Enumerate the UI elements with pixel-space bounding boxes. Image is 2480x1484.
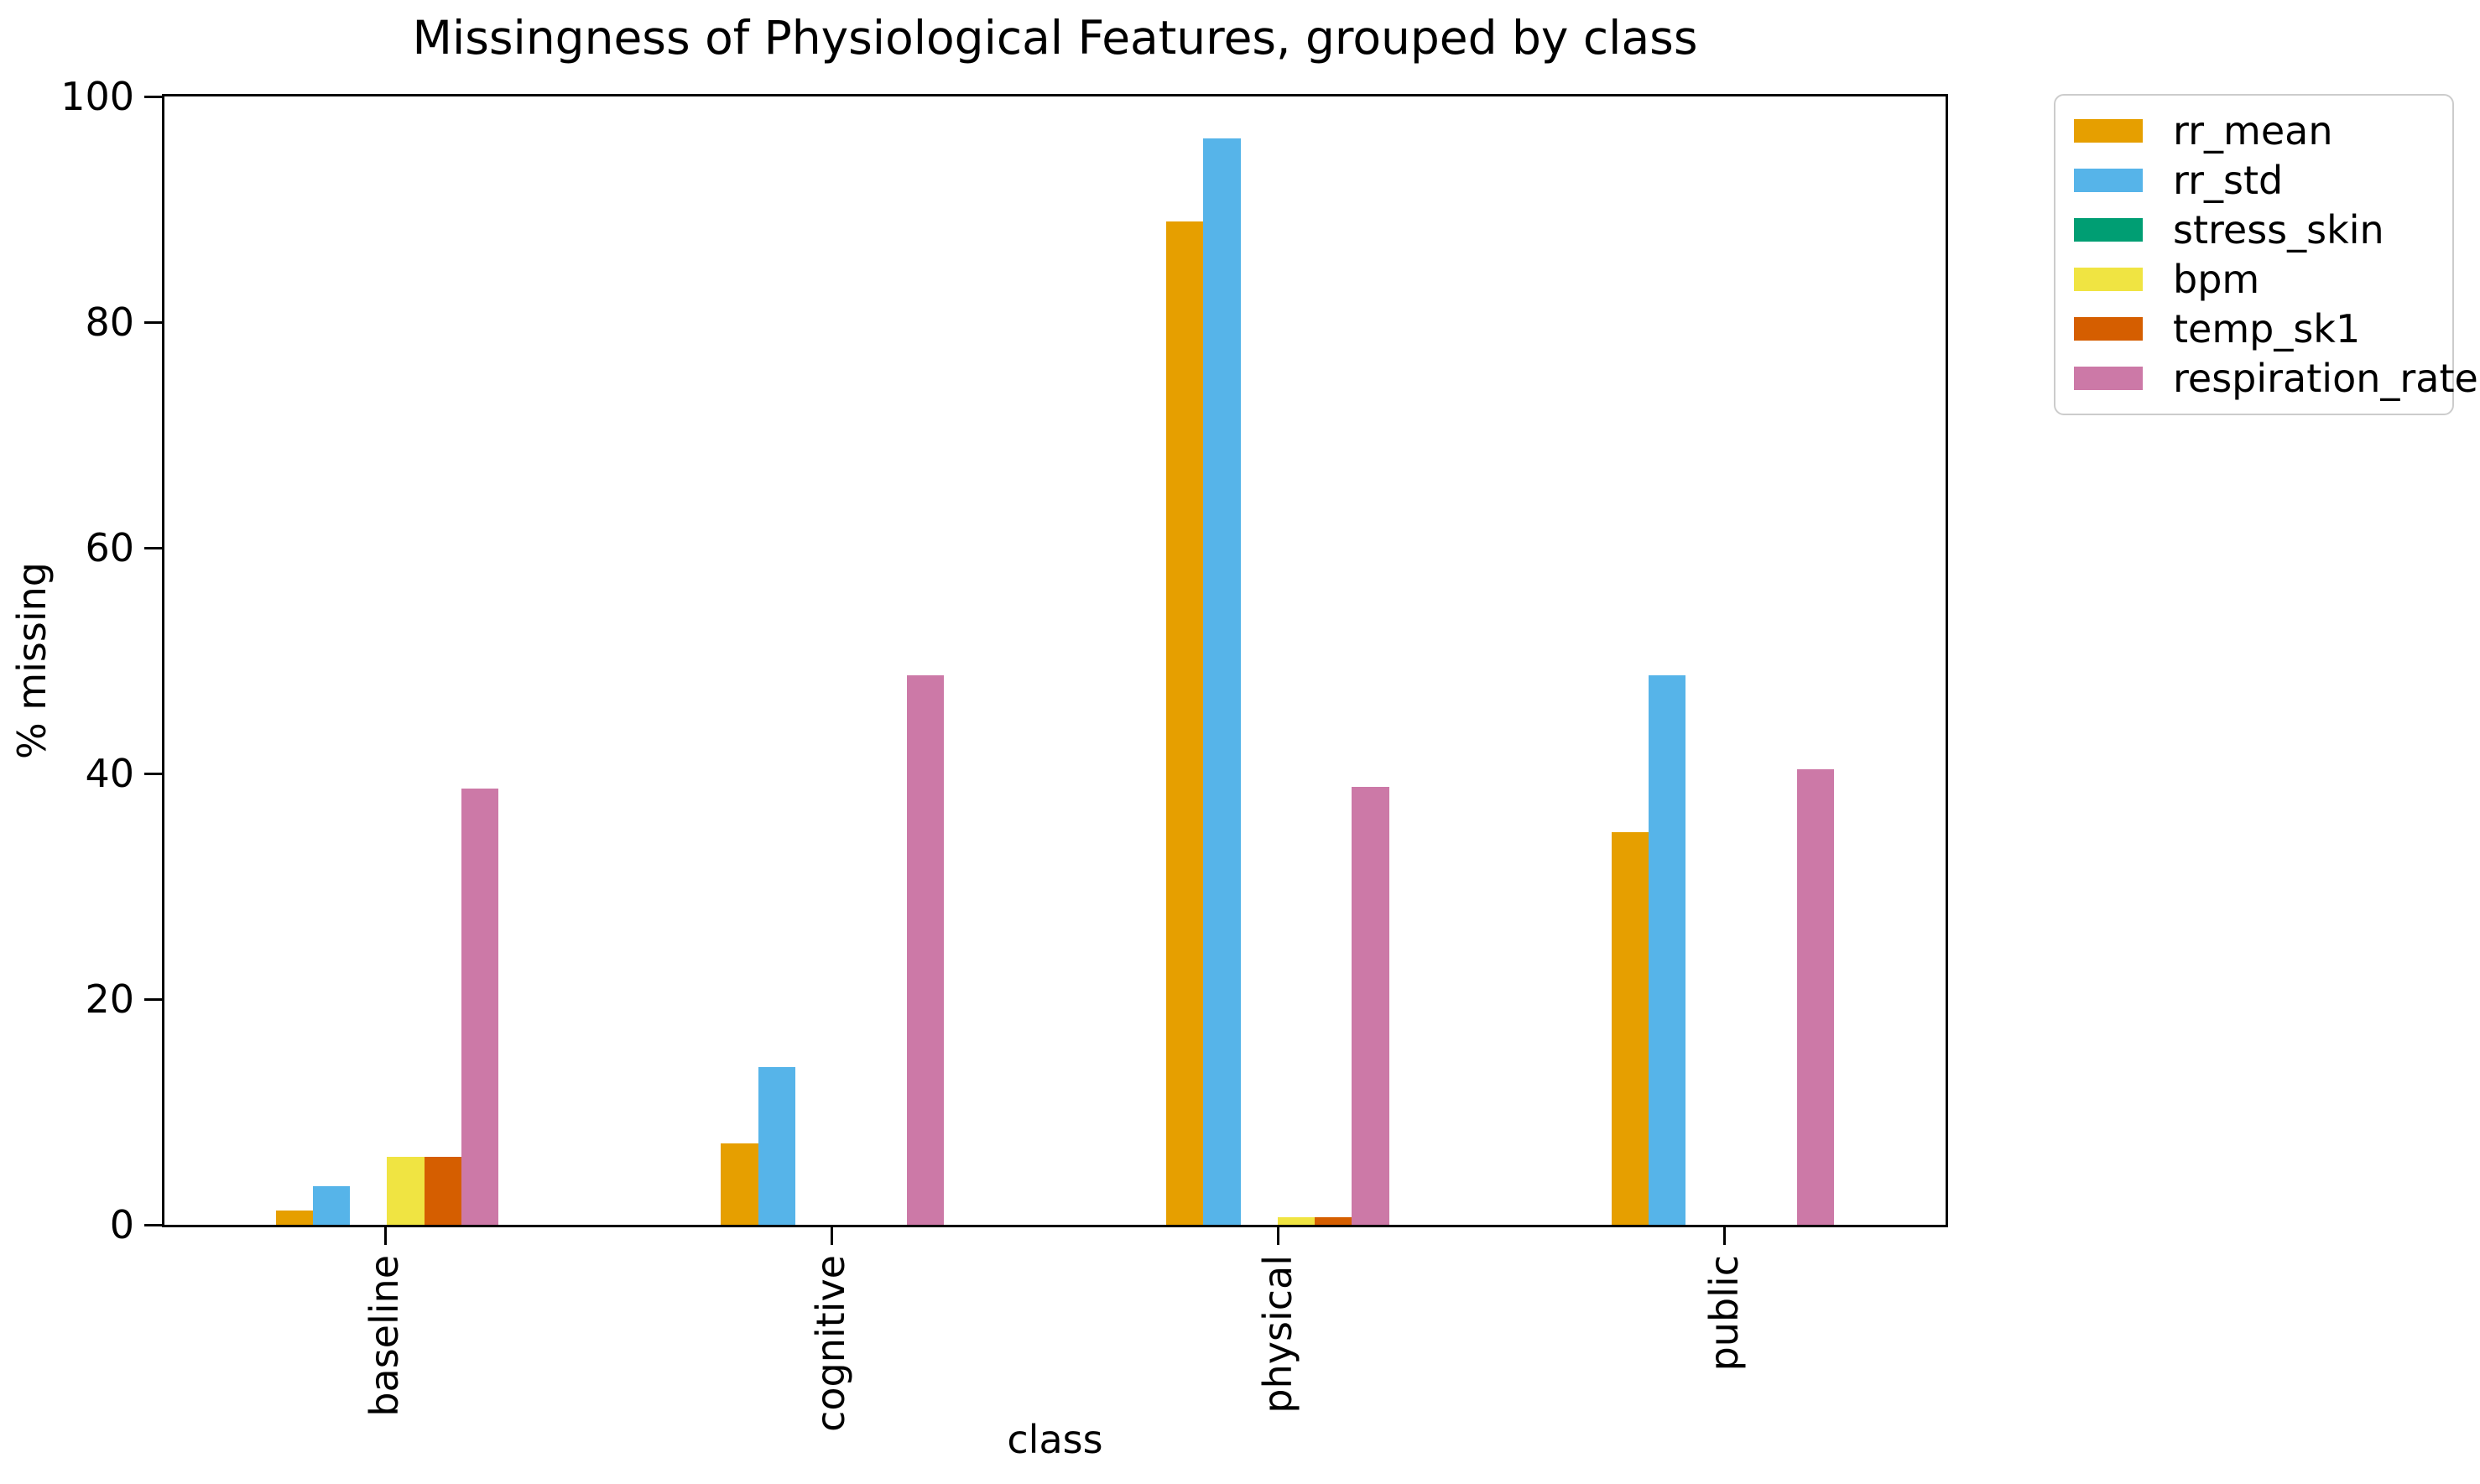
y-tick-label: 60 bbox=[85, 525, 134, 570]
x-tick-label-baseline: baseline bbox=[362, 1255, 408, 1417]
legend-item-respiration_rate: respiration_rate bbox=[2074, 357, 2478, 400]
y-axis-label: % missing bbox=[9, 562, 55, 760]
bar-rr_std-cognitive bbox=[758, 1066, 795, 1225]
legend-swatch-temp_sk1 bbox=[2074, 317, 2143, 341]
bar-respiration_rate-baseline bbox=[461, 788, 499, 1225]
bar-bpm-baseline bbox=[387, 1157, 425, 1225]
x-tick-mark bbox=[1277, 1227, 1280, 1245]
x-tick-mark bbox=[383, 1227, 387, 1245]
legend-label: temp_sk1 bbox=[2173, 306, 2361, 352]
legend-swatch-rr_std bbox=[2074, 168, 2143, 192]
plot-area bbox=[162, 94, 1948, 1227]
legend-label: respiration_rate bbox=[2173, 356, 2478, 402]
bar-rr_mean-physical bbox=[1166, 221, 1204, 1225]
x-tick-label-cognitive: cognitive bbox=[808, 1255, 854, 1432]
y-tick-mark bbox=[144, 772, 162, 775]
y-tick-mark bbox=[144, 95, 162, 98]
chart-title: Missingness of Physiological Features, g… bbox=[412, 11, 1698, 65]
y-tick-mark bbox=[144, 1223, 162, 1226]
legend-item-stress_skin: stress_skin bbox=[2074, 208, 2434, 252]
bar-bpm-physical bbox=[1277, 1216, 1316, 1225]
legend: rr_mean rr_std stress_skin bpm temp_sk1 respi… bbox=[2054, 94, 2478, 415]
legend-swatch-rr_mean bbox=[2074, 118, 2143, 143]
x-tick-mark bbox=[1723, 1227, 1727, 1245]
legend-swatch-bpm bbox=[2074, 268, 2143, 292]
legend-swatch-respiration_rate bbox=[2074, 367, 2143, 391]
bar-rr_mean-public bbox=[1611, 831, 1649, 1225]
legend-item-temp_sk1: temp_sk1 bbox=[2074, 307, 2434, 351]
legend-swatch-stress_skin bbox=[2074, 217, 2143, 242]
y-tick-label: 20 bbox=[85, 976, 134, 1022]
legend-item-rr_mean: rr_mean bbox=[2074, 109, 2434, 153]
y-tick-mark bbox=[144, 320, 162, 324]
bar-rr_std-public bbox=[1649, 675, 1686, 1225]
bar-rr_std-physical bbox=[1203, 138, 1241, 1225]
x-tick-mark bbox=[830, 1227, 833, 1245]
legend-item-rr_std: rr_std bbox=[2074, 159, 2434, 202]
y-tick-label: 80 bbox=[85, 299, 134, 345]
bar-rr_std-baseline bbox=[312, 1186, 351, 1225]
y-tick-label: 100 bbox=[60, 74, 134, 119]
x-tick-label-public: public bbox=[1701, 1255, 1747, 1372]
y-tick-label: 40 bbox=[85, 751, 134, 796]
x-axis-label: class bbox=[1007, 1417, 1103, 1462]
bar-respiration_rate-public bbox=[1797, 768, 1835, 1225]
legend-label: bpm bbox=[2173, 257, 2260, 303]
bar-respiration_rate-physical bbox=[1352, 787, 1389, 1225]
legend-label: stress_skin bbox=[2173, 206, 2384, 253]
bar-rr_mean-baseline bbox=[275, 1210, 313, 1225]
legend-label: rr_std bbox=[2173, 157, 2284, 203]
bar-temp_sk1-baseline bbox=[424, 1157, 461, 1225]
bar-respiration_rate-cognitive bbox=[906, 675, 944, 1225]
legend-item-bpm: bpm bbox=[2074, 258, 2434, 301]
y-tick-mark bbox=[144, 546, 162, 549]
y-tick-mark bbox=[144, 997, 162, 1001]
bar-temp_sk1-physical bbox=[1315, 1216, 1352, 1225]
y-tick-label: 0 bbox=[109, 1202, 134, 1247]
legend-label: rr_mean bbox=[2173, 107, 2333, 154]
x-tick-label-physical: physical bbox=[1254, 1255, 1300, 1414]
bar-rr_mean-cognitive bbox=[721, 1143, 758, 1225]
